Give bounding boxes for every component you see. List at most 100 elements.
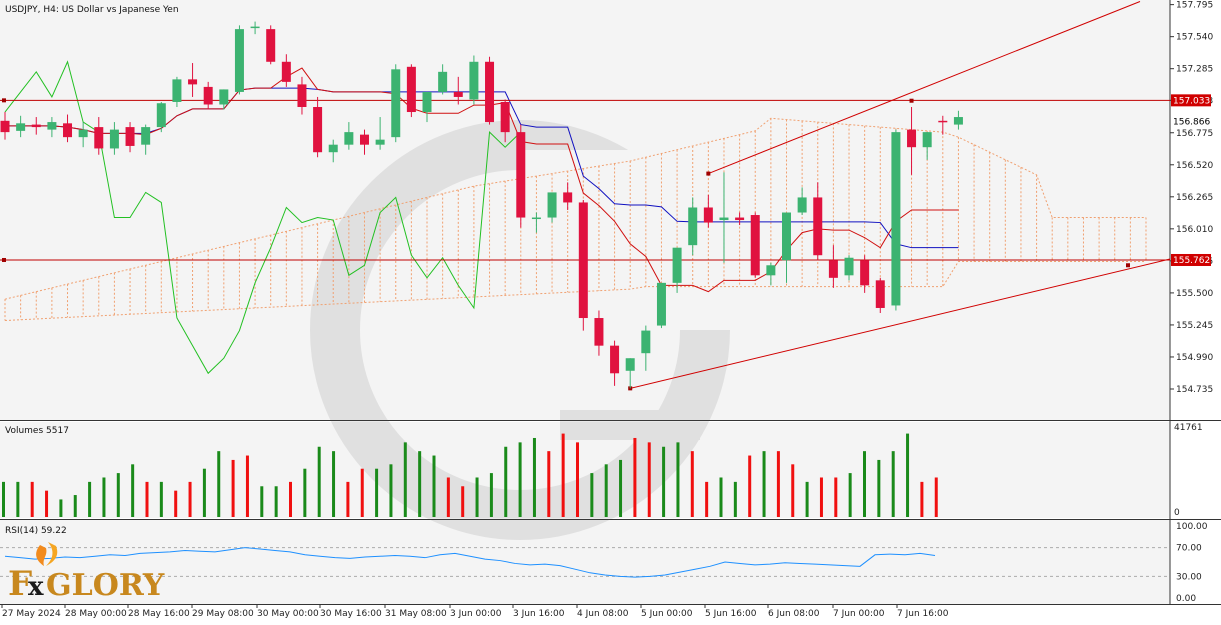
candle-body xyxy=(656,282,666,326)
candle-body xyxy=(922,132,932,148)
candle xyxy=(0,112,10,140)
volume-bar xyxy=(231,459,235,517)
volume-bar xyxy=(719,477,723,517)
rsi-line xyxy=(4,547,936,578)
candle-body xyxy=(125,127,135,146)
rsi-tick-label: 100.00 xyxy=(1176,522,1208,532)
volume-bar xyxy=(662,446,666,517)
chart-title: USDJPY, H4: US Dollar vs Japanese Yen xyxy=(5,5,179,15)
volume-plot-area xyxy=(0,422,1170,518)
candle xyxy=(766,262,776,286)
candle xyxy=(610,340,620,386)
volume-bar xyxy=(289,481,292,517)
candle-body xyxy=(516,132,526,218)
anchor-point xyxy=(909,98,914,103)
candle xyxy=(703,194,713,228)
candle-body xyxy=(94,127,104,149)
candle xyxy=(735,212,745,226)
volume-bar xyxy=(317,446,321,517)
candle-body xyxy=(406,66,416,113)
time-tick-label: 7 Jun 00:00 xyxy=(833,609,885,619)
candle-body xyxy=(109,129,119,149)
volume-bar xyxy=(131,464,135,517)
volume-bar xyxy=(619,459,623,517)
candle-body xyxy=(328,144,338,153)
rsi-panel: 100.00 70.00 30.00 0.00 xyxy=(0,522,1208,604)
volume-bar xyxy=(245,455,249,517)
candle xyxy=(782,212,791,283)
candle-body xyxy=(172,79,182,102)
time-tick-label: 30 May 00:00 xyxy=(257,609,319,619)
time-tick-label: 3 Jun 16:00 xyxy=(513,609,565,619)
time-tick-label: 4 Jun 08:00 xyxy=(577,609,629,619)
candle-body xyxy=(359,134,369,145)
candle xyxy=(141,124,151,155)
candle xyxy=(16,115,26,138)
candle-body xyxy=(485,61,495,123)
svg-text:F: F xyxy=(8,564,32,604)
volume-bar xyxy=(360,468,364,517)
candle xyxy=(469,55,479,105)
volume-bar xyxy=(705,481,709,517)
volume-bar xyxy=(906,433,910,517)
volume-bar xyxy=(303,468,307,517)
price-tick-label: 155.500 xyxy=(1176,289,1213,299)
volume-bar xyxy=(518,442,522,517)
price-tick-label: 157.285 xyxy=(1176,65,1213,75)
channel-upper-line xyxy=(708,1,1141,175)
candle-body xyxy=(156,103,166,128)
volume-bar xyxy=(676,442,680,517)
candle xyxy=(359,129,369,155)
candle-body xyxy=(469,61,479,100)
volume-axis-max: 41761 xyxy=(1174,423,1203,433)
candle-body xyxy=(47,122,57,130)
candle-body xyxy=(266,29,276,62)
volume-bar xyxy=(604,464,608,517)
candle-body xyxy=(203,86,213,105)
rsi-tick-label: 70.00 xyxy=(1176,544,1202,554)
candle xyxy=(375,117,385,150)
candle xyxy=(172,76,182,107)
candle xyxy=(109,122,119,155)
fxglory-logo: F x GLORY xyxy=(8,542,165,604)
volume-bar xyxy=(102,477,106,517)
candle xyxy=(63,114,73,143)
volume-bar xyxy=(260,486,264,517)
price-tag-upper-label: 157.033 xyxy=(1173,96,1210,106)
price-axis: 157.795 157.540 157.285 157.033 156.775 156.5… xyxy=(1170,1,1213,395)
candle xyxy=(656,282,666,329)
candle-body xyxy=(500,101,510,133)
candle xyxy=(578,199,588,331)
candle-body xyxy=(797,197,807,213)
candle xyxy=(344,122,354,150)
volume-bars xyxy=(2,433,938,517)
price-tag-current-box xyxy=(1171,115,1211,128)
volume-bar xyxy=(647,442,651,517)
candle-body xyxy=(344,132,354,145)
time-axis: 27 May 2024 28 May 00:00 28 May 16:00 29 Ma… xyxy=(1,604,949,619)
chikou-span-line xyxy=(4,60,522,375)
candle xyxy=(438,64,448,95)
volume-bar xyxy=(16,481,20,517)
candle-body xyxy=(750,215,760,276)
volume-bar xyxy=(332,451,336,517)
time-tick-label: 5 Jun 16:00 xyxy=(705,609,757,619)
anchor-point xyxy=(706,171,711,176)
volume-bar xyxy=(217,451,221,517)
volume-bar xyxy=(690,451,694,517)
volume-bar xyxy=(202,468,206,517)
candle-body xyxy=(594,318,604,346)
candle xyxy=(94,117,104,155)
candles xyxy=(0,21,963,389)
volume-bar xyxy=(819,477,823,517)
candle xyxy=(719,172,729,263)
candle xyxy=(156,101,166,133)
volume-bar xyxy=(748,455,752,517)
volume-bar xyxy=(418,451,422,517)
candle-body xyxy=(141,127,151,145)
candle-body xyxy=(578,202,588,319)
candle-body xyxy=(828,260,838,278)
candle xyxy=(453,76,463,105)
volume-bar xyxy=(2,481,5,517)
volume-bar xyxy=(88,481,92,517)
